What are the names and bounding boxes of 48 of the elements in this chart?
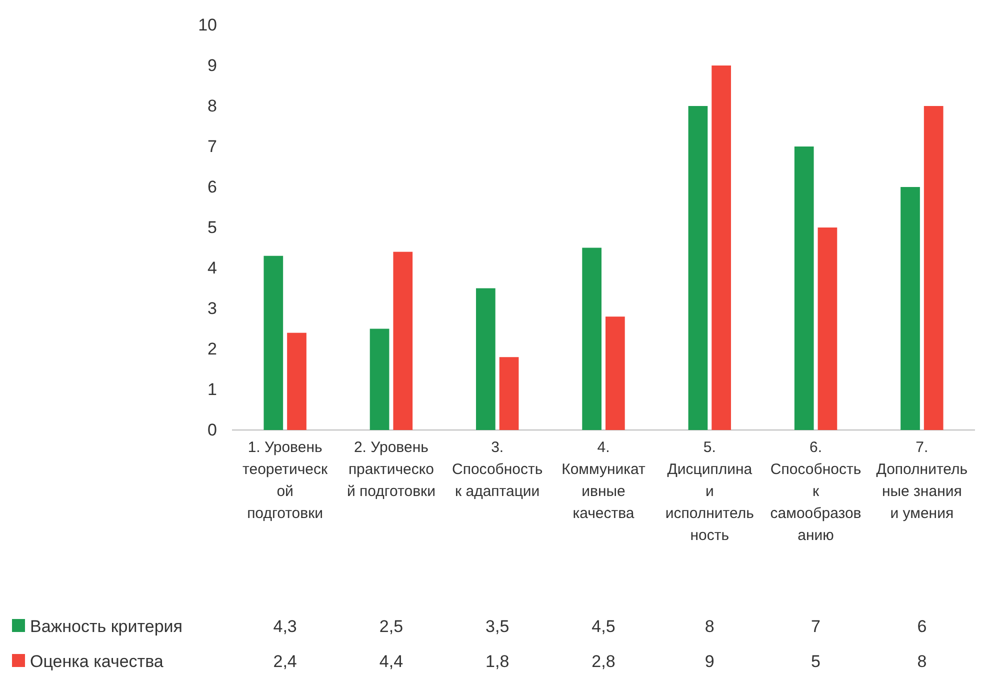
bar <box>794 146 814 430</box>
data-label: 2,8 <box>592 652 616 671</box>
data-label: 5 <box>811 652 821 671</box>
data-label: 2,5 <box>379 617 404 636</box>
data-label: 6 <box>917 617 927 636</box>
bar <box>688 106 708 430</box>
bar <box>818 228 838 430</box>
x-tick-label: 5. Дисциплина и исполнительность <box>665 439 754 544</box>
data-label: 2,4 <box>273 652 297 671</box>
x-tick-label: 3. Способность к адаптации <box>452 439 543 500</box>
data-label: 7 <box>811 617 821 636</box>
data-label: 9 <box>704 652 714 671</box>
y-tick-label: 2 <box>208 339 217 358</box>
data-label: 8 <box>917 652 927 671</box>
data-label: 4,3 <box>273 617 297 636</box>
y-tick-label: 7 <box>208 136 217 156</box>
x-tick-label: 1. Уровень теоретической подготовки <box>242 439 328 522</box>
bar <box>287 332 306 430</box>
y-tick-label: 6 <box>208 177 217 196</box>
x-tick-label: 6. Способность к самообразованию <box>770 439 862 544</box>
y-tick-label: 8 <box>208 96 217 116</box>
bar <box>582 248 602 430</box>
legend-label: Важность критерия <box>30 617 182 636</box>
legend-label: Оценка качества <box>30 652 164 671</box>
x-tick-label: 4. Коммуникативные качества <box>562 439 646 522</box>
y-tick-label: 4 <box>208 258 217 278</box>
bar <box>499 357 519 430</box>
data-label: 8 <box>704 617 714 636</box>
y-tick-label: 5 <box>208 218 217 237</box>
y-tick-label: 10 <box>198 15 217 34</box>
data-label: 1,8 <box>486 652 510 671</box>
y-tick-label: 1 <box>208 380 217 399</box>
bar <box>264 256 284 430</box>
y-tick-label: 0 <box>208 420 217 440</box>
bar <box>712 66 731 430</box>
y-tick-label: 9 <box>208 56 217 75</box>
bar <box>476 288 496 430</box>
data-label: 4,5 <box>592 617 616 636</box>
bar <box>900 187 920 430</box>
bar <box>393 252 413 430</box>
y-tick-label: 3 <box>208 298 217 318</box>
bar <box>606 316 625 430</box>
x-tick-label: 2. Уровень практической подготовки <box>346 439 436 500</box>
data-label: 3,5 <box>486 617 510 636</box>
data-label: 4,4 <box>379 652 404 671</box>
x-tick-label: 7. Дополнительные знания и умения <box>876 439 968 522</box>
bar <box>370 328 390 430</box>
bar <box>924 106 944 430</box>
